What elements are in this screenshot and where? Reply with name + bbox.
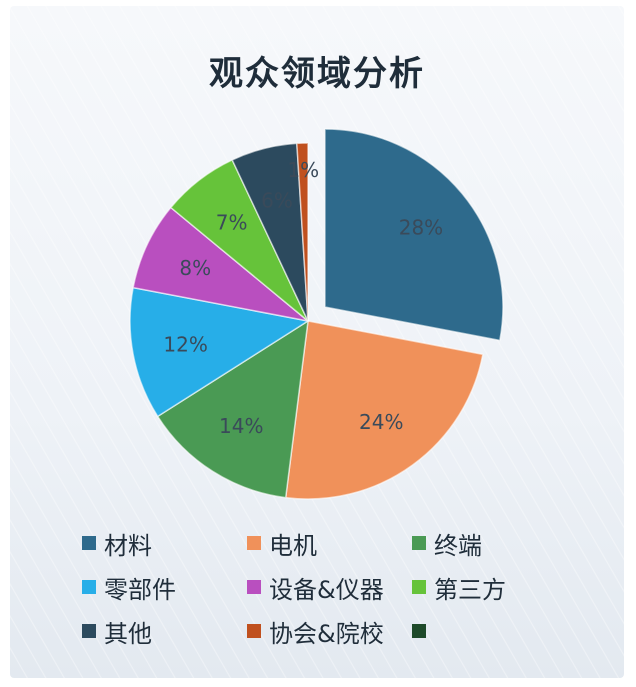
legend-label: 设备&仪器: [269, 575, 384, 604]
legend-label: 第三方: [434, 575, 506, 604]
pie-slice-0: [324, 128, 504, 342]
slice-value-label-0: 28%: [399, 216, 443, 240]
chart-title: 观众领域分析: [209, 54, 425, 94]
legend-swatch: [247, 580, 261, 594]
pie-chart: 28% 24% 14% 12% 8%7% 6% 1%: [129, 128, 504, 500]
legend-label: 电机: [269, 531, 317, 560]
slice-value-label-4: 8%: [179, 256, 211, 280]
legend-swatch: [412, 624, 426, 638]
pie-slice-1: [284, 320, 484, 500]
slice-value-label-2: 14%: [219, 414, 263, 438]
legend-swatch: [82, 536, 96, 550]
legend-item-2: 终端: [412, 526, 577, 560]
legend-item-7: 协会&院校: [247, 614, 412, 648]
legend-label: 终端: [434, 531, 482, 560]
legend-swatch: [82, 624, 96, 638]
legend-label: 其他: [104, 619, 152, 648]
legend-label: 零部件: [104, 575, 176, 604]
slice-value-label-1: 24%: [359, 410, 403, 434]
slice-value-label-7: 1%: [287, 158, 319, 182]
chart-legend: 材料 电机 终端零部件 设备&仪器 第三方其他 协会&院校: [82, 526, 602, 648]
slice-value-label-6: 6%: [261, 188, 293, 212]
legend-item-3: 零部件: [82, 570, 247, 604]
legend-swatch: [247, 536, 261, 550]
legend-item-8: [412, 614, 577, 648]
legend-item-4: 设备&仪器: [247, 570, 412, 604]
legend-label: 材料: [104, 531, 152, 560]
legend-swatch: [412, 580, 426, 594]
pie-slice-7: [296, 142, 309, 322]
legend-swatch: [412, 536, 426, 550]
pie-slice-4: [132, 206, 309, 322]
legend-item-1: 电机: [247, 526, 412, 560]
legend-swatch: [82, 580, 96, 594]
slice-value-label-5: 7%: [216, 211, 248, 235]
pie-slice-3: [129, 286, 311, 418]
legend-item-6: 其他: [82, 614, 247, 648]
legend-swatch: [247, 624, 261, 638]
chart-card: 观众领域分析 28% 24% 14% 12% 8% 7% 6% 1% 材料 电机 终端零部件 设备&…: [10, 6, 624, 678]
legend-item-0: 材料: [82, 526, 247, 560]
slice-value-label-3: 12%: [163, 332, 207, 356]
legend-label: 协会&院校: [269, 619, 384, 648]
pie-slice-2: [156, 319, 309, 499]
legend-item-5: 第三方: [412, 570, 577, 604]
